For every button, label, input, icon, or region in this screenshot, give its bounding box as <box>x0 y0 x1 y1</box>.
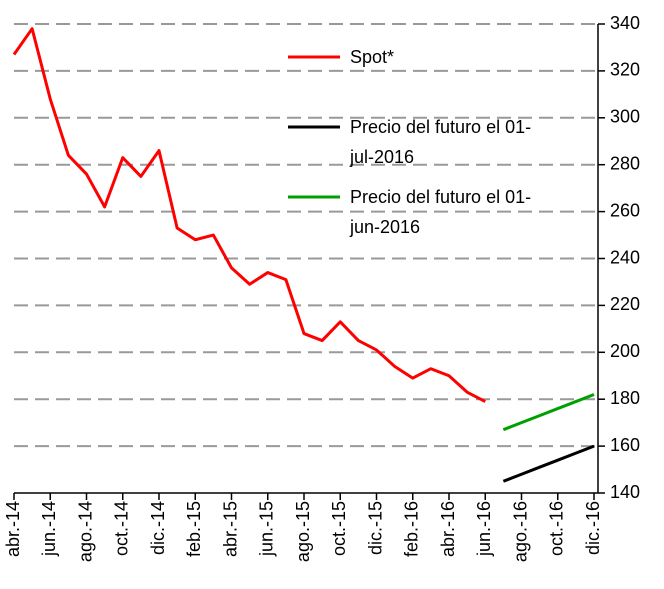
legend-label: Spot* <box>350 47 395 67</box>
y-tick-label: 300 <box>610 107 640 127</box>
series-line <box>502 444 595 483</box>
y-tick-label: 160 <box>610 435 640 455</box>
y-tick-label: 180 <box>610 388 640 408</box>
y-tick-label: 140 <box>610 482 640 502</box>
y-tick-label: 260 <box>610 200 640 220</box>
y-tick-label: 240 <box>610 247 640 267</box>
legend-label: Precio del futuro el 01-jun-2016 <box>350 187 532 237</box>
x-tick-label: oct.-14 <box>112 501 132 556</box>
x-tick-label: jun.-16 <box>474 501 494 557</box>
x-tick-label: ago.-14 <box>75 501 95 562</box>
x-tick-label: feb.-16 <box>402 501 422 557</box>
x-tick-label: abr.-14 <box>3 501 23 557</box>
y-tick-label: 220 <box>610 294 640 314</box>
x-tick-label: oct.-16 <box>547 501 567 556</box>
y-tick-label: 340 <box>610 13 640 33</box>
legend-label: Precio del futuro el 01-jul-2016 <box>350 117 532 167</box>
series-line <box>12 27 486 403</box>
x-tick-label: oct.-15 <box>329 501 349 556</box>
y-tick-label: 280 <box>610 153 640 173</box>
x-tick-label: jun.-15 <box>257 501 277 557</box>
x-tick-label: ago.-16 <box>510 501 530 562</box>
y-tick-label: 200 <box>610 341 640 361</box>
x-tick-label: jun.-14 <box>39 501 59 557</box>
x-tick-label: dic.-16 <box>583 501 603 555</box>
x-tick-label: abr.-16 <box>438 501 458 557</box>
x-tick-label: feb.-15 <box>184 501 204 557</box>
x-tick-label: dic.-15 <box>365 501 385 555</box>
series-line <box>502 393 595 432</box>
x-tick-label: dic.-14 <box>148 501 168 555</box>
x-tick-label: ago.-15 <box>293 501 313 562</box>
y-tick-label: 320 <box>610 60 640 80</box>
x-tick-label: abr.-15 <box>220 501 240 557</box>
